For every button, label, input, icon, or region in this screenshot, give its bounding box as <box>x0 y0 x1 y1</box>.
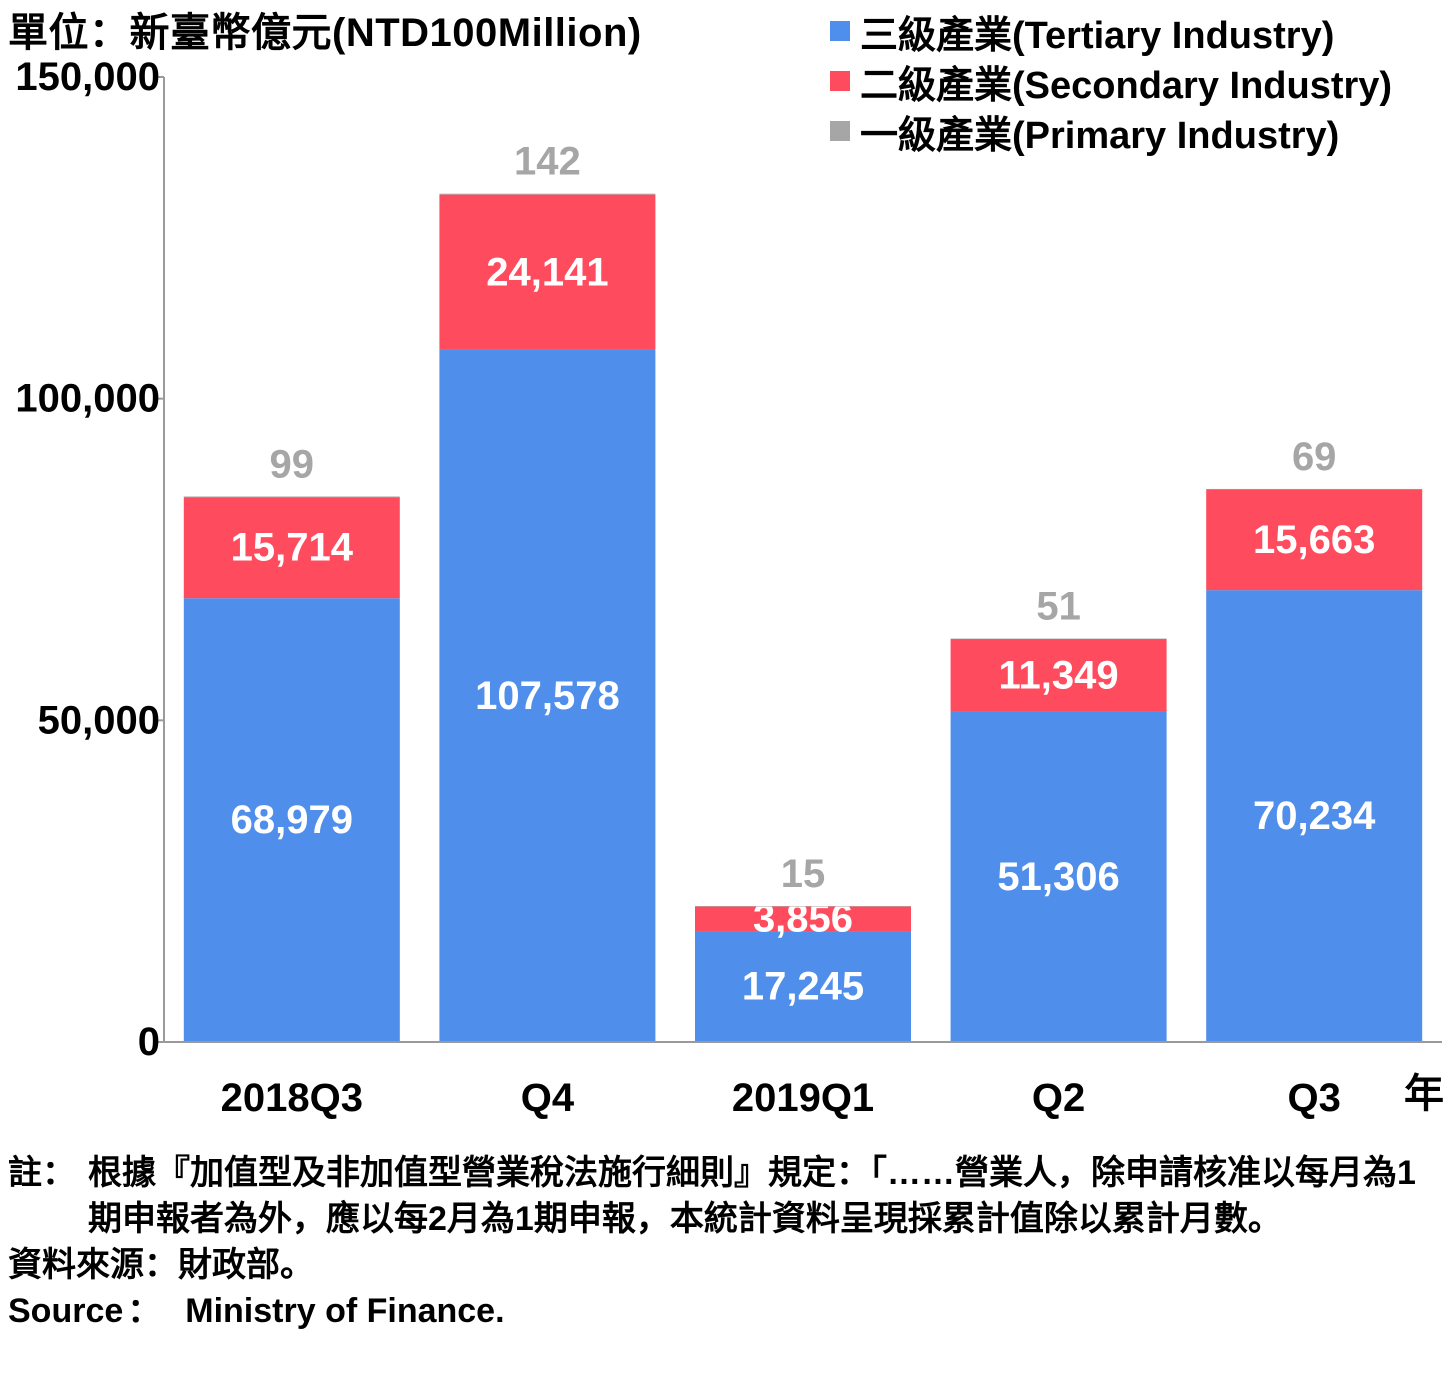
x-axis-year-label: 年 <box>1404 1072 1444 1116</box>
x-tick-label: Q3 <box>1288 1076 1341 1120</box>
data-label-secondary: 15,714 <box>231 526 354 570</box>
bar-secondary <box>183 497 400 599</box>
data-label-secondary: 15,663 <box>1253 518 1375 562</box>
unit-label: 單位：新臺幣億元(NTD100Million) <box>8 11 642 55</box>
footnotes: 註： 根據『加值型及非加值型營業稅法施行細則』規定：「……營業人，除申請核准以每… <box>8 1150 1440 1334</box>
data-label-tertiary: 68,979 <box>231 798 353 842</box>
bar-primary <box>439 193 656 195</box>
y-tick-label: 150,000 <box>15 55 160 99</box>
x-tick-label: 2019Q1 <box>732 1076 874 1120</box>
note-text: 根據『加值型及非加值型營業稅法施行細則』規定：「……營業人，除申請核准以每月為1… <box>88 1154 1416 1238</box>
legend-swatch-secondary <box>830 71 850 91</box>
data-label-secondary: 3,856 <box>753 897 853 941</box>
bar-tertiary <box>183 598 400 1042</box>
x-tick-label: 2018Q3 <box>221 1076 363 1120</box>
bar-tertiary <box>1206 590 1423 1042</box>
bar-primary <box>183 496 400 498</box>
bar-primary <box>695 906 911 907</box>
legend-label-secondary: 二級產業(Secondary Industry) <box>860 64 1393 107</box>
x-tick-label: Q4 <box>521 1076 575 1120</box>
legend-swatch-primary <box>830 121 850 141</box>
data-label-primary: 99 <box>270 443 315 487</box>
legend-label-tertiary: 三級產業(Tertiary Industry) <box>860 14 1335 57</box>
legend: 三級產業(Tertiary Industry) 二級產業(Secondary I… <box>830 6 1393 157</box>
source-en-separator: ： <box>127 1292 162 1330</box>
data-label-primary: 69 <box>1292 435 1337 479</box>
x-tick-label: Q2 <box>1032 1076 1085 1120</box>
legend-swatch-tertiary <box>830 21 850 41</box>
bar-secondary <box>695 906 911 932</box>
data-label-secondary: 11,349 <box>999 653 1119 697</box>
data-label-primary: 15 <box>781 852 826 896</box>
data-label-tertiary: 107,578 <box>475 674 620 718</box>
bar-primary <box>1206 488 1423 490</box>
stacked-bar-chart: 0 50,000 100,000 150,000 68,979 15,714 99 2018Q… <box>15 55 1444 1120</box>
legend-item-primary: 一級產業(Primary Industry) <box>830 106 1392 157</box>
data-label-tertiary: 17,245 <box>742 965 864 1009</box>
legend-label-primary: 一級產業(Primary Industry) <box>860 114 1340 157</box>
bar-secondary <box>1206 489 1423 591</box>
bar-tertiary <box>439 349 656 1042</box>
data-label-tertiary: 51,306 <box>997 855 1119 899</box>
source-en-label: Source <box>8 1292 124 1330</box>
y-tick-label: 50,000 <box>38 698 160 742</box>
legend-item-tertiary: 三級產業(Tertiary Industry) <box>830 6 1392 57</box>
y-tick-label: 100,000 <box>15 377 160 421</box>
source-en-value: Ministry of Finance. <box>185 1292 505 1330</box>
bar-secondary <box>950 638 1167 712</box>
legend-item-secondary: 二級產業(Secondary Industry) <box>830 56 1393 107</box>
data-label-tertiary: 70,234 <box>1253 794 1376 838</box>
source-en: Source ： Ministry of Finance. <box>8 1288 1440 1334</box>
bar-secondary <box>439 194 656 350</box>
y-tick-label: 0 <box>138 1020 160 1064</box>
bar-tertiary <box>695 931 911 1042</box>
source-zh: 資料來源：財政部。 <box>8 1246 314 1284</box>
data-label-primary: 142 <box>514 140 581 184</box>
note-prefix: 註： <box>8 1154 76 1192</box>
data-label-primary: 51 <box>1036 585 1081 629</box>
data-label-secondary: 24,141 <box>486 250 608 294</box>
note: 註： 根據『加值型及非加值型營業稅法施行細則』規定：「……營業人，除申請核准以每… <box>8 1150 1440 1242</box>
bar-primary <box>950 638 1167 640</box>
bar-tertiary <box>950 711 1167 1042</box>
